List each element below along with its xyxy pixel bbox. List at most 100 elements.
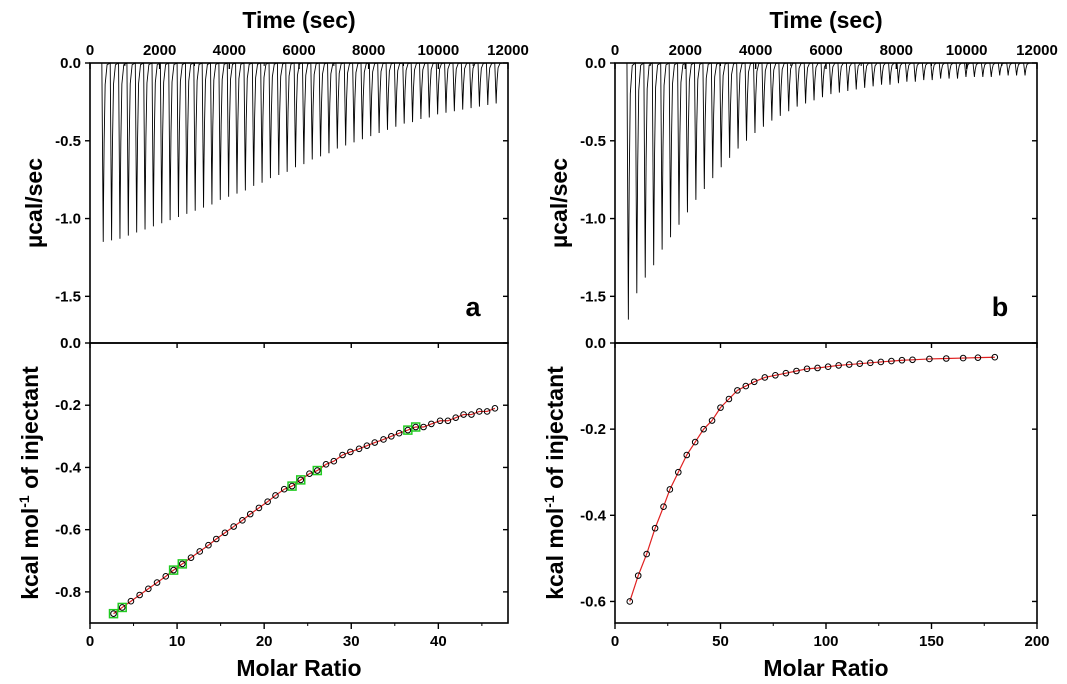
ratio-tick-label: 150: [919, 633, 944, 650]
isotherm-frame: [614, 342, 1038, 624]
data-point: [683, 451, 691, 459]
data-point: [145, 585, 152, 593]
highlighted-data-point: [287, 481, 297, 491]
isotherm-frame: [89, 342, 509, 624]
data-point: [491, 405, 499, 412]
data-point: [856, 360, 864, 367]
data-point: [691, 438, 699, 446]
ratio-tick-label: 100: [813, 633, 838, 650]
data-point: [877, 358, 885, 366]
data-point: [179, 560, 186, 568]
heat-tick-label: -0.8: [55, 584, 81, 601]
data-point: [118, 604, 126, 611]
ratio-tick-label: 20: [256, 633, 273, 650]
data-point: [734, 387, 741, 394]
time-tick-label: 6000: [809, 42, 842, 59]
data-point: [404, 426, 412, 434]
data-point: [412, 423, 419, 431]
data-point: [255, 504, 263, 512]
panel-letter: a: [465, 292, 481, 322]
highlighted-data-point: [108, 608, 119, 619]
data-point: [824, 363, 832, 370]
data-point: [651, 524, 659, 532]
power-tick-label: 0.0: [585, 55, 606, 72]
data-point: [272, 492, 279, 499]
ratio-tick-label: 0: [611, 633, 619, 650]
data-point: [436, 417, 444, 425]
time-tick-label: 10000: [946, 42, 988, 59]
data-point: [782, 369, 790, 377]
data-point: [483, 408, 491, 415]
data-point: [288, 482, 296, 490]
highlighted-data-point: [168, 565, 179, 575]
time-tick-label: 12000: [487, 42, 529, 59]
power-tick-label: 0.0: [60, 55, 81, 72]
heat-axis-title: kcal mol-1 of injectant: [541, 366, 568, 600]
power-axis-title: µcal/sec: [546, 158, 572, 248]
heat-axis-title-rest: of injectant: [542, 366, 568, 495]
heat-tick-label: -0.6: [580, 593, 606, 610]
data-point: [196, 548, 204, 555]
data-point: [428, 420, 435, 428]
time-tick-label: 6000: [282, 42, 315, 59]
data-point: [347, 448, 354, 456]
heat-tick-label: -0.4: [55, 459, 82, 476]
data-point: [212, 535, 220, 543]
data-point: [170, 566, 177, 574]
heat-axis-title-rest: of injectant: [17, 366, 43, 495]
data-point: [708, 417, 716, 424]
heat-tick-label: -0.6: [55, 522, 81, 539]
data-point: [475, 408, 483, 415]
data-point: [991, 353, 999, 361]
ratio-tick-label: 30: [343, 633, 360, 650]
data-point: [246, 510, 254, 518]
time-tick-label: 4000: [739, 42, 772, 59]
power-tick-label: -1.5: [55, 288, 81, 305]
data-point: [761, 374, 769, 381]
time-tick-label: 4000: [213, 42, 246, 59]
heat-axis-title-main: kcal mol: [542, 508, 568, 600]
ratio-tick-label: 40: [430, 633, 447, 650]
data-point: [742, 382, 750, 390]
heat-axis-title-sup: -1: [16, 495, 32, 508]
ratio-axis-title: Molar Ratio: [236, 655, 361, 681]
time-tick-label: 8000: [352, 42, 385, 59]
raw-thermogram-trace: [90, 62, 508, 242]
data-point: [297, 476, 305, 484]
highlighted-data-point: [295, 475, 306, 485]
time-tick-label: 8000: [880, 42, 913, 59]
data-point: [803, 365, 811, 373]
power-tick-label: -1.0: [580, 211, 606, 228]
data-point: [153, 579, 161, 586]
heat-tick-label: -0.2: [580, 421, 606, 438]
heat-tick-label: -0.4: [580, 507, 607, 524]
data-point: [127, 597, 135, 605]
data-point: [926, 355, 933, 363]
heat-tick-label: 0.0: [585, 335, 606, 352]
data-point: [626, 598, 634, 605]
data-point: [221, 529, 229, 537]
power-tick-label: -0.5: [55, 133, 81, 150]
highlighted-data-point: [117, 602, 127, 613]
data-point: [388, 433, 395, 440]
data-point: [888, 357, 895, 365]
ratio-tick-label: 200: [1024, 633, 1049, 650]
data-point: [330, 457, 338, 465]
data-point: [313, 467, 321, 474]
data-point: [306, 470, 313, 477]
data-point: [162, 573, 170, 580]
time-tick-label: 12000: [1016, 42, 1058, 59]
data-point: [395, 429, 403, 437]
panel-a: 0 2000 4000 6000 8000 10000 12000 Time (sec) 0.0…: [16, 7, 529, 681]
power-tick-label: -1.0: [55, 211, 81, 228]
heat-axis-title-sup: -1: [541, 495, 557, 508]
fit-curve: [113, 407, 496, 615]
data-point: [942, 355, 950, 362]
data-point: [468, 411, 475, 418]
data-point: [959, 354, 967, 362]
ratio-axis-title: Molar Ratio: [763, 655, 888, 681]
data-point: [264, 498, 271, 505]
data-point: [187, 554, 195, 561]
data-point: [675, 468, 682, 476]
